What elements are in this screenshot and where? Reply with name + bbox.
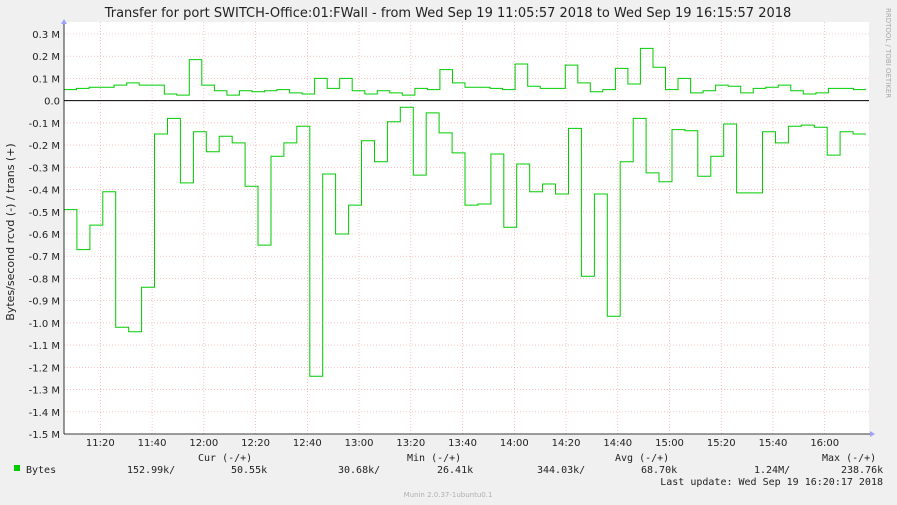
x-tick-label: 11:20 bbox=[86, 438, 115, 449]
y-tick-label: -1.3 M bbox=[29, 386, 60, 397]
y-tick-label: -1.2 M bbox=[29, 363, 60, 374]
legend-cur-neg: 152.99k/ bbox=[127, 465, 175, 476]
x-axis-arrow-icon bbox=[870, 431, 875, 437]
x-tick-label: 13:40 bbox=[448, 438, 477, 449]
y-tick-label: -0.8 M bbox=[29, 274, 60, 285]
x-tick-label: 14:20 bbox=[552, 438, 581, 449]
x-tick-label: 12:00 bbox=[189, 438, 218, 449]
y-tick-label: -0.4 M bbox=[29, 186, 60, 197]
legend-header-cur: Cur (-/+) bbox=[198, 453, 252, 464]
legend-max-neg: 1.24M/ bbox=[754, 465, 790, 476]
x-tick-label: 14:00 bbox=[500, 438, 529, 449]
x-tick-label: 13:00 bbox=[345, 438, 374, 449]
x-tick-label: 13:20 bbox=[396, 438, 425, 449]
y-tick-label: -0.9 M bbox=[29, 297, 60, 308]
legend-avg-neg: 344.03k/ bbox=[537, 465, 585, 476]
y-tick-label: 0.2 M bbox=[32, 52, 60, 63]
x-axis-ticks: 11:20 11:40 12:00 12:20 12:40 13:00 13:20 13:40… bbox=[86, 438, 839, 449]
x-tick-label: 11:40 bbox=[138, 438, 167, 449]
legend-series-name: Bytes bbox=[26, 465, 56, 476]
y-tick-label: -0.5 M bbox=[29, 208, 60, 219]
legend-avg-pos: 68.70k bbox=[641, 465, 677, 476]
legend-cur-pos: 50.55k bbox=[231, 465, 267, 476]
y-tick-label: -1.0 M bbox=[29, 319, 60, 330]
y-tick-label: -0.7 M bbox=[29, 252, 60, 263]
x-tick-label: 12:20 bbox=[241, 438, 270, 449]
y-tick-label: 0.1 M bbox=[32, 74, 60, 85]
legend-header-min: Min (-/+) bbox=[407, 453, 461, 464]
legend-min-pos: 26.41k bbox=[437, 465, 473, 476]
legend-swatch-bytes bbox=[14, 465, 20, 471]
y-axis-ticks: 0.3 M 0.2 M 0.1 M 0.0 -0.1 M -0.2 M -0.3 M -0.4… bbox=[29, 30, 60, 441]
y-tick-label: 0.3 M bbox=[32, 30, 60, 41]
y-axis-label: Bytes/second rcvd (-) / trans (+) bbox=[4, 143, 17, 320]
y-tick-label: -1.1 M bbox=[29, 341, 60, 352]
legend-header-avg: Avg (-/+) bbox=[615, 453, 669, 464]
legend: Cur (-/+) Min (-/+) Avg (-/+) Max (-/+) … bbox=[14, 453, 883, 488]
y-tick-label: -0.1 M bbox=[29, 119, 60, 130]
x-tick-label: 15:20 bbox=[707, 438, 736, 449]
x-tick-label: 16:00 bbox=[810, 438, 839, 449]
x-tick-label: 15:40 bbox=[759, 438, 788, 449]
y-tick-label: 0.0 bbox=[44, 97, 60, 108]
legend-max-pos: 238.76k bbox=[841, 465, 883, 476]
chart-title: Transfer for port SWITCH-Office:01:FWall… bbox=[104, 6, 792, 21]
x-tick-label: 15:00 bbox=[655, 438, 684, 449]
y-tick-label: -0.6 M bbox=[29, 230, 60, 241]
axes bbox=[61, 19, 875, 437]
footer-version: Munin 2.0.37-1ubuntu0.1 bbox=[404, 491, 493, 499]
y-tick-label: -0.2 M bbox=[29, 141, 60, 152]
legend-min-neg: 30.68k/ bbox=[338, 465, 380, 476]
y-tick-label: -0.3 M bbox=[29, 163, 60, 174]
y-axis-arrow-icon bbox=[61, 19, 67, 24]
series-trans-line bbox=[64, 47, 866, 96]
legend-header-max: Max (-/+) bbox=[822, 453, 876, 464]
x-tick-label: 14:40 bbox=[603, 438, 632, 449]
y-tick-label: -1.5 M bbox=[29, 430, 60, 441]
x-tick-label: 12:40 bbox=[293, 438, 322, 449]
last-update: Last update: Wed Sep 19 16:20:17 2018 bbox=[660, 477, 883, 488]
series-rcvd-line bbox=[64, 106, 866, 377]
side-credit: RRDTOOL / TOBI OETIKER bbox=[884, 8, 892, 98]
y-tick-label: -1.4 M bbox=[29, 408, 60, 419]
plot-area bbox=[64, 22, 869, 434]
